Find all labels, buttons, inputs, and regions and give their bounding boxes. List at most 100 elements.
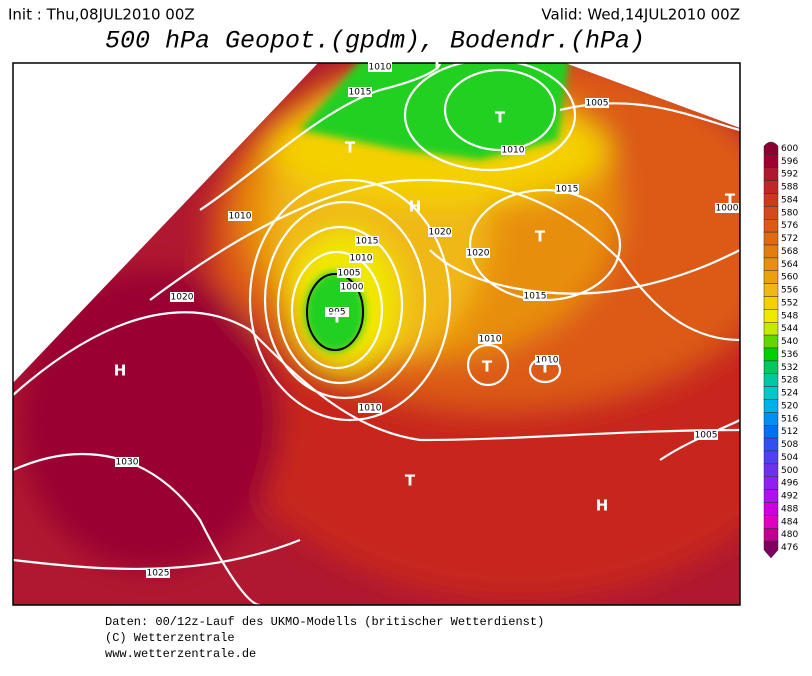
isobar-label-box: [694, 430, 718, 440]
colorbar-label: 488: [781, 504, 798, 514]
colorbar-segment: [763, 309, 779, 323]
colorbar-segment: [763, 141, 779, 156]
isobar-label-box: [466, 248, 490, 258]
isobar-label: 1010: [350, 254, 373, 264]
colorbar-segment: [763, 360, 779, 374]
colorbar-segment: [763, 463, 779, 477]
colorbar-segment: [763, 347, 779, 362]
colorbar-segment: [763, 257, 779, 271]
isobar-label: 1015: [349, 88, 372, 98]
colorbar-label: 576: [781, 221, 798, 231]
isobar-label-box: [358, 403, 382, 413]
colorbar-label: 560: [781, 273, 798, 283]
colorbar-segment: [763, 270, 779, 284]
colorbar-segment: [763, 154, 779, 168]
isobar-label: 1020: [467, 249, 490, 259]
isobar-label-box: [523, 291, 547, 301]
colorbar-label: 556: [781, 286, 798, 296]
isobar-label: 1015: [356, 237, 379, 247]
isobar-label: 1005: [695, 431, 718, 441]
isobar-label-box: [170, 292, 194, 302]
isobar-label-box: [115, 457, 139, 467]
isobar-label-box: [146, 568, 170, 578]
colorbar-segment: [763, 206, 779, 220]
colorbar-segment: [763, 322, 779, 336]
colorbar-segment: [763, 437, 779, 452]
map-title: 500 hPa Geopot.(gpdm), Bodendr.(hPa): [105, 27, 645, 56]
colorbar-segment: [763, 450, 779, 465]
pressure-center: T: [725, 191, 736, 209]
colorbar-label: 476: [781, 543, 798, 553]
colorbar-segment: [763, 231, 779, 246]
isobar-label: 995: [328, 308, 345, 318]
colorbar-label: 564: [781, 260, 798, 270]
colorbar-segment: [763, 296, 779, 310]
isobar-label-box: [348, 87, 372, 97]
isobar-label-box: [337, 268, 361, 278]
pressure-center: T: [432, 56, 443, 74]
colorbar-label: 592: [781, 170, 798, 180]
isobar-label: 1015: [556, 185, 579, 195]
colorbar-label: 504: [781, 453, 798, 463]
colorbar-label: 552: [781, 298, 798, 308]
isobar-label-box: [355, 236, 379, 246]
colorbar-label: 568: [781, 247, 798, 257]
colorbar-segment: [763, 283, 779, 297]
colorbar-label: 528: [781, 376, 798, 386]
colorbar-label: 524: [781, 389, 798, 399]
colorbar-label: 480: [781, 530, 798, 540]
colorbar-label: 548: [781, 311, 798, 321]
pressure-center: H: [596, 497, 609, 515]
field: [13, 63, 740, 605]
isobar-label: 1010: [536, 356, 559, 366]
pressure-center: T: [345, 139, 356, 157]
colorbar-segment: [763, 193, 779, 207]
init-time: Init : Thu,08JUL2010 00Z: [8, 6, 195, 24]
colorbar-label: 588: [781, 183, 798, 193]
isobar-label-box: [715, 203, 739, 213]
colorbar-segment: [763, 167, 779, 181]
isobar-label: 1020: [171, 293, 194, 303]
isobar-label-box: [501, 145, 525, 155]
colorbar-label: 536: [781, 350, 798, 360]
isobars: [13, 63, 740, 605]
isobar-label-box: [340, 282, 364, 292]
colorbar-segment: [763, 399, 779, 413]
isobar-label: 1030: [116, 458, 139, 468]
footer-line: Daten: 00/12z-Lauf des UKMO-Modells (bri…: [105, 615, 544, 629]
pressure-center: H: [409, 198, 422, 216]
colorbar-label: 572: [781, 234, 798, 244]
colorbar-label: 520: [781, 401, 798, 411]
isobar-label: 1000: [716, 204, 739, 214]
colorbar-label: 512: [781, 427, 798, 437]
isobar-label-box: [368, 62, 392, 72]
footer-line: (C) Wetterzentrale: [105, 631, 235, 645]
colorbar-label: 500: [781, 466, 798, 476]
footer-line: www.wetterzentrale.de: [105, 647, 256, 661]
colorbar-segment: [763, 386, 779, 400]
valid-time: Valid: Wed,14JUL2010 00Z: [541, 6, 740, 24]
pressure-center: T: [495, 109, 506, 127]
colorbar-label: 496: [781, 479, 798, 489]
colorbar-label: 492: [781, 492, 798, 502]
colorbar-segment: [763, 219, 779, 233]
colorbar-segment: [763, 476, 779, 490]
isobar-label: 1010: [502, 146, 525, 156]
colorbar-segment: [763, 528, 779, 542]
isobar-label: 1005: [586, 99, 609, 109]
colorbar-segment: [763, 489, 779, 503]
isobar-label-box: [228, 211, 252, 221]
colorbar-segment: [763, 502, 779, 516]
pressure-center: T: [332, 309, 343, 327]
isobar-label-box: [585, 98, 609, 108]
colorbar-segment: [763, 180, 779, 194]
isobar-label: 1010: [479, 335, 502, 345]
isobar-label: 1010: [229, 212, 252, 222]
isobar-label: 1020: [429, 228, 452, 238]
isobar-label-box: [428, 227, 452, 237]
colorbar-label: 540: [781, 337, 798, 347]
isobar-label-box: [325, 307, 349, 317]
isobar-label: 1010: [369, 63, 392, 73]
isobar-label: 1015: [524, 292, 547, 302]
